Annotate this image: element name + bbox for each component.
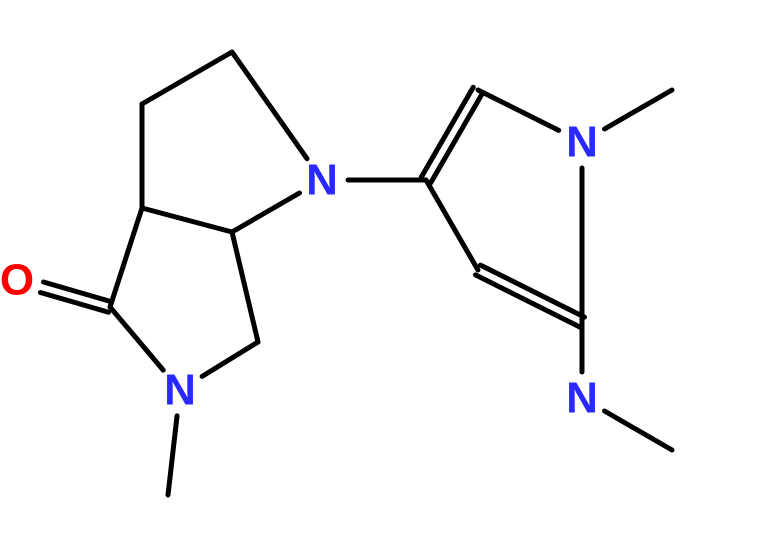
molecule-diagram: N N N O N [0, 0, 764, 544]
bond-line [142, 52, 232, 104]
bond-line [110, 307, 163, 370]
atom-N-label: N [566, 374, 598, 423]
bond-line [421, 87, 473, 177]
bond-line [480, 265, 584, 317]
bond-line [142, 208, 232, 232]
bond-line [431, 93, 483, 183]
bond-line [426, 180, 478, 270]
bond-line [476, 275, 580, 327]
atom-N-label: N [306, 156, 338, 205]
bond-line [202, 342, 258, 376]
bond-line [605, 411, 672, 450]
bond-line [232, 193, 299, 232]
bond-line [168, 416, 177, 495]
bond-line [605, 90, 672, 129]
bond-line [110, 208, 142, 307]
bond-line [232, 52, 307, 159]
bond-line [232, 232, 258, 342]
bond-line [478, 90, 559, 130]
atom-N-label: N [164, 366, 196, 415]
atom-N-label: N [566, 118, 598, 167]
atom-O-label: O [0, 256, 34, 305]
